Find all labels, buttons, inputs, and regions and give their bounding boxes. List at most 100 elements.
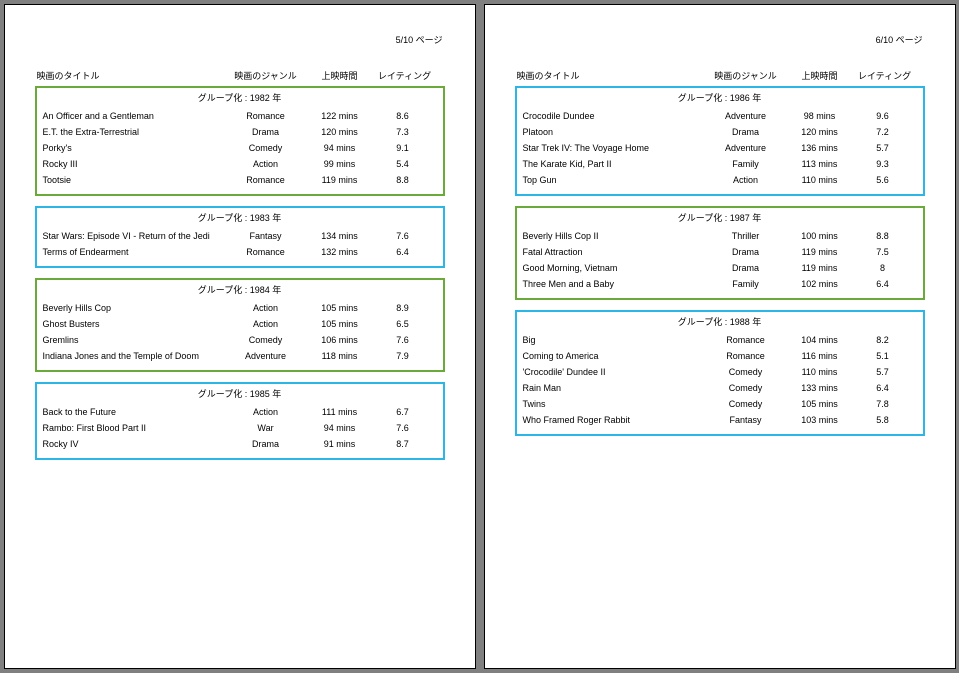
page-content: 映画のタイトル映画のジャンル上映時間レイティンググループ化 : 1986 年Cr… <box>515 69 925 436</box>
cell-rating: 5.8 <box>855 415 911 425</box>
table-row: TootsieRomance119 mins8.8 <box>43 172 437 188</box>
cell-title: Star Wars: Episode VI - Return of the Je… <box>43 231 227 241</box>
table-row: Top GunAction110 mins5.6 <box>523 172 917 188</box>
table-row: 'Crocodile' Dundee IIComedy110 mins5.7 <box>523 364 917 380</box>
cell-rating: 7.6 <box>375 423 431 433</box>
cell-genre: Action <box>227 319 305 329</box>
column-headers: 映画のタイトル映画のジャンル上映時間レイティング <box>515 69 925 82</box>
cell-genre: Family <box>707 159 785 169</box>
cell-title: The Karate Kid, Part II <box>523 159 707 169</box>
cell-title: Twins <box>523 399 707 409</box>
table-row: Beverly Hills CopAction105 mins8.9 <box>43 300 437 316</box>
cell-rating: 8.9 <box>375 303 431 313</box>
table-row: Back to the FutureAction111 mins6.7 <box>43 404 437 420</box>
cell-genre: Fantasy <box>707 415 785 425</box>
cell-genre: Romance <box>227 175 305 185</box>
table-row: Star Wars: Episode VI - Return of the Je… <box>43 228 437 244</box>
cell-rating: 8.8 <box>375 175 431 185</box>
table-row: Rain ManComedy133 mins6.4 <box>523 380 917 396</box>
cell-rating: 5.7 <box>855 143 911 153</box>
cell-genre: Romance <box>227 247 305 257</box>
cell-rating: 7.6 <box>375 335 431 345</box>
cell-runtime: 110 mins <box>785 175 855 185</box>
table-row: Rambo: First Blood Part IIWar94 mins7.6 <box>43 420 437 436</box>
cell-rating: 7.9 <box>375 351 431 361</box>
cell-runtime: 119 mins <box>305 175 375 185</box>
report-page: 6/10 ページ映画のタイトル映画のジャンル上映時間レイティンググループ化 : … <box>484 4 956 669</box>
cell-genre: Comedy <box>227 335 305 345</box>
cell-genre: Drama <box>707 127 785 137</box>
cell-title: Indiana Jones and the Temple of Doom <box>43 351 227 361</box>
page-number: 6/10 ページ <box>876 33 923 46</box>
table-row: TwinsComedy105 mins7.8 <box>523 396 917 412</box>
group-box: グループ化 : 1986 年Crocodile DundeeAdventure9… <box>515 86 925 196</box>
cell-title: Coming to America <box>523 351 707 361</box>
cell-title: Rain Man <box>523 383 707 393</box>
cell-runtime: 98 mins <box>785 111 855 121</box>
cell-genre: Comedy <box>227 143 305 153</box>
cell-runtime: 105 mins <box>785 399 855 409</box>
cell-rating: 9.1 <box>375 143 431 153</box>
cell-rating: 6.4 <box>375 247 431 257</box>
cell-genre: Adventure <box>227 351 305 361</box>
table-row: E.T. the Extra-TerrestrialDrama120 mins7… <box>43 124 437 140</box>
cell-runtime: 94 mins <box>305 143 375 153</box>
cell-runtime: 133 mins <box>785 383 855 393</box>
cell-title: Rocky III <box>43 159 227 169</box>
cell-rating: 8.7 <box>375 439 431 449</box>
table-row: An Officer and a GentlemanRomance122 min… <box>43 108 437 124</box>
table-row: Terms of EndearmentRomance132 mins6.4 <box>43 244 437 260</box>
cell-runtime: 120 mins <box>785 127 855 137</box>
table-row: Beverly Hills Cop IIThriller100 mins8.8 <box>523 228 917 244</box>
cell-rating: 8 <box>855 263 911 273</box>
cell-genre: Adventure <box>707 143 785 153</box>
cell-rating: 5.6 <box>855 175 911 185</box>
cell-title: Three Men and a Baby <box>523 279 707 289</box>
col-header-title: 映画のタイトル <box>517 69 707 82</box>
cell-rating: 9.6 <box>855 111 911 121</box>
cell-rating: 8.2 <box>855 335 911 345</box>
cell-title: 'Crocodile' Dundee II <box>523 367 707 377</box>
group-box: グループ化 : 1985 年 Back to the FutureAction11… <box>35 382 445 460</box>
cell-rating: 5.4 <box>375 159 431 169</box>
col-header-rating: レイティング <box>375 69 435 82</box>
cell-title: Star Trek IV: The Voyage Home <box>523 143 707 153</box>
group-box: グループ化 : 1983 年 Star Wars: Episode VI - Re… <box>35 206 445 268</box>
group-box: グループ化 : 1982 年An Officer and a Gentleman… <box>35 86 445 196</box>
cell-runtime: 105 mins <box>305 303 375 313</box>
table-row: Fatal AttractionDrama119 mins7.5 <box>523 244 917 260</box>
cell-title: Rambo: First Blood Part II <box>43 423 227 433</box>
table-row: Crocodile DundeeAdventure98 mins9.6 <box>523 108 917 124</box>
cell-genre: Drama <box>227 127 305 137</box>
cell-genre: Action <box>227 159 305 169</box>
cell-runtime: 136 mins <box>785 143 855 153</box>
cell-genre: Romance <box>227 111 305 121</box>
table-row: The Karate Kid, Part IIFamily113 mins9.3 <box>523 156 917 172</box>
cell-title: Crocodile Dundee <box>523 111 707 121</box>
cell-title: Beverly Hills Cop <box>43 303 227 313</box>
cell-runtime: 103 mins <box>785 415 855 425</box>
cell-title: Back to the Future <box>43 407 227 417</box>
group-header: グループ化 : 1987 年 <box>523 211 917 224</box>
table-row: Porky'sComedy94 mins9.1 <box>43 140 437 156</box>
cell-rating: 7.8 <box>855 399 911 409</box>
cell-runtime: 116 mins <box>785 351 855 361</box>
cell-genre: Action <box>707 175 785 185</box>
col-header-runtime: 上映時間 <box>305 69 375 82</box>
group-header: グループ化 : 1985 年 <box>43 387 437 400</box>
table-row: Three Men and a BabyFamily102 mins6.4 <box>523 276 917 292</box>
cell-rating: 6.4 <box>855 279 911 289</box>
cell-rating: 7.3 <box>375 127 431 137</box>
cell-title: Rocky IV <box>43 439 227 449</box>
table-row: PlatoonDrama120 mins7.2 <box>523 124 917 140</box>
cell-rating: 9.3 <box>855 159 911 169</box>
table-row: Ghost BustersAction105 mins6.5 <box>43 316 437 332</box>
group-header: グループ化 : 1983 年 <box>43 211 437 224</box>
table-row: Star Trek IV: The Voyage HomeAdventure13… <box>523 140 917 156</box>
cell-runtime: 119 mins <box>785 263 855 273</box>
cell-runtime: 100 mins <box>785 231 855 241</box>
page-number: 5/10 ページ <box>396 33 443 46</box>
cell-rating: 7.5 <box>855 247 911 257</box>
cell-title: Fatal Attraction <box>523 247 707 257</box>
cell-rating: 6.5 <box>375 319 431 329</box>
